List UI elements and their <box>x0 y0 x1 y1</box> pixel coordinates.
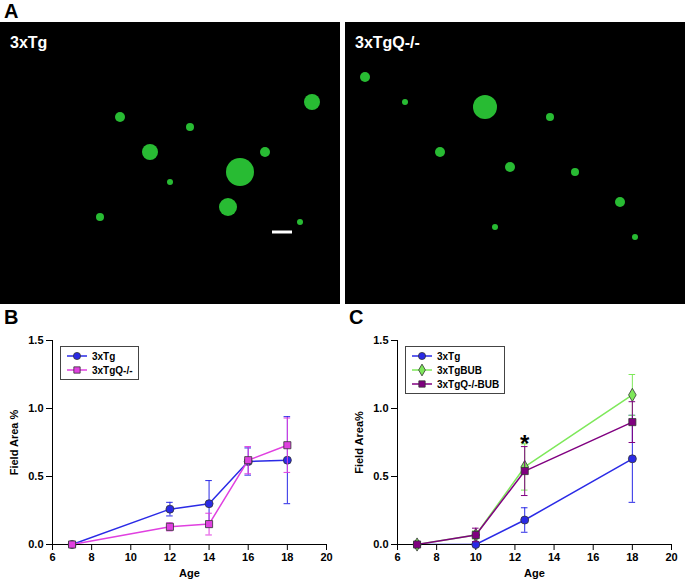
html-text:A: A <box>4 0 19 22</box>
svg-text:14: 14 <box>203 551 216 563</box>
svg-text:8: 8 <box>434 551 440 563</box>
svg-text:1.5: 1.5 <box>373 334 388 346</box>
svg-text:1.0: 1.0 <box>28 402 43 414</box>
svg-text:1.5: 1.5 <box>28 334 43 346</box>
svg-text:16: 16 <box>587 551 599 563</box>
html-text:3xTg: 3xTg <box>92 350 116 362</box>
svg-text:1.0: 1.0 <box>373 402 388 414</box>
svg-text:18: 18 <box>626 551 638 563</box>
svg-text:Age: Age <box>179 567 200 579</box>
svg-text:16: 16 <box>242 551 254 563</box>
svg-text:18: 18 <box>281 551 293 563</box>
svg-text:20: 20 <box>320 551 332 563</box>
svg-text:6: 6 <box>49 551 55 563</box>
html-text:3xTgBUB: 3xTgBUB <box>437 364 482 376</box>
svg-text:*: * <box>520 430 530 457</box>
svg-text:Age: Age <box>524 567 545 579</box>
svg-text:0.0: 0.0 <box>28 538 43 550</box>
html-text:B: B <box>4 306 19 328</box>
svg-text:12: 12 <box>164 551 176 563</box>
svg-text:14: 14 <box>548 551 561 563</box>
html-text:3xTgQ-/-BUB: 3xTgQ-/-BUB <box>437 378 500 390</box>
svg-text:Field Area %: Field Area % <box>8 409 20 475</box>
svg-text:3xTgQ-/-: 3xTgQ-/- <box>355 34 420 51</box>
svg-text:10: 10 <box>470 551 482 563</box>
html-text:3xTg: 3xTg <box>437 350 461 362</box>
svg-text:8: 8 <box>89 551 95 563</box>
html-text:C: C <box>349 306 364 328</box>
svg-text:20: 20 <box>665 551 677 563</box>
svg-text:6: 6 <box>394 551 400 563</box>
svg-text:0.0: 0.0 <box>373 538 388 550</box>
svg-text:0.5: 0.5 <box>373 470 388 482</box>
svg-text:0.5: 0.5 <box>28 470 43 482</box>
html-text:3xTgQ-/-: 3xTgQ-/- <box>92 364 133 376</box>
svg-text:12: 12 <box>509 551 521 563</box>
svg-text:10: 10 <box>125 551 137 563</box>
svg-text:3xTg: 3xTg <box>10 34 47 51</box>
svg-text:Field Area%: Field Area% <box>353 411 365 474</box>
